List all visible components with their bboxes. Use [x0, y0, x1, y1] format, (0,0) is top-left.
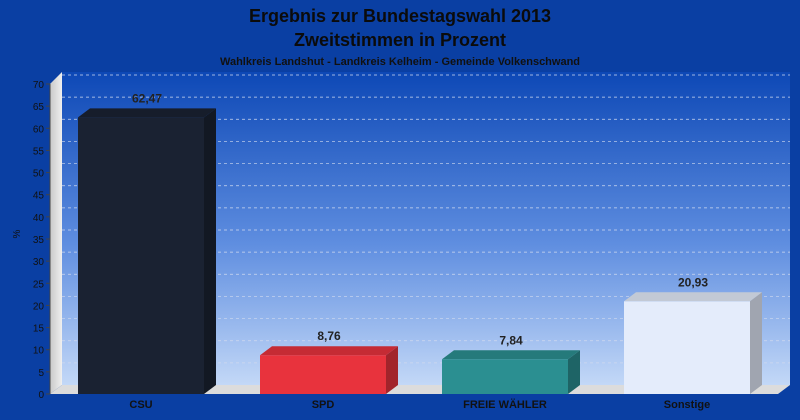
bar-top [442, 350, 580, 360]
y-axis-label: % [12, 229, 23, 238]
x-tick-label: SPD [312, 399, 335, 411]
y-tick-label: 65 [33, 102, 45, 113]
bar-front [442, 359, 568, 394]
y-tick-label: 30 [33, 257, 45, 268]
y-axis: 0 5 10 15 20 25 30 35 40 45 50 55 60 65 70 [33, 80, 50, 401]
y-tick-label: 50 [33, 169, 45, 180]
data-label: 7,84 [499, 333, 523, 347]
y-tick-label: 40 [33, 213, 45, 224]
data-label: 8,76 [317, 329, 341, 343]
bar-side [386, 346, 398, 394]
bar-sonstige: 20,93 [624, 275, 762, 394]
x-tick-label: Sonstige [664, 399, 710, 411]
chart-subtitle: Wahlkreis Landshut - Landkreis Kelheim -… [220, 56, 580, 68]
y-tick-label: 45 [33, 191, 45, 202]
bar-side [750, 292, 762, 394]
bar-front [624, 301, 750, 394]
bar-spd: 8,76 [260, 329, 398, 394]
bar-top [624, 292, 762, 302]
y-tick-label: 20 [33, 301, 45, 312]
floor [50, 385, 790, 394]
bar-side [204, 108, 216, 395]
bars: 62,47 CSU 8,76 SPD 7,84 FREIE WÄHLER 20,93 Sons… [78, 91, 762, 411]
x-tick-label: CSU [129, 399, 152, 411]
chart-title: Ergebnis zur Bundestagswahl 2013 [249, 6, 551, 26]
y-tick-label: 35 [33, 235, 45, 246]
bar-side [568, 350, 580, 394]
y-tick-label: 0 [38, 390, 44, 401]
bar-front [78, 117, 204, 395]
y-tick-label: 60 [33, 124, 45, 135]
y-tick-label: 25 [33, 279, 45, 290]
bar-csu: 62,47 [78, 91, 216, 395]
bar-top [260, 346, 398, 356]
y-tick-label: 5 [38, 368, 44, 379]
x-tick-label: FREIE WÄHLER [463, 398, 547, 411]
bar-top [78, 108, 216, 118]
y-tick-label: 15 [33, 324, 45, 335]
bar-freie-w-hler: 7,84 [442, 333, 580, 394]
chart-title-line2: Zweitstimmen in Prozent [294, 30, 506, 50]
y-tick-label: 55 [33, 146, 45, 157]
data-label: 20,93 [678, 275, 708, 289]
bar-front [260, 355, 386, 394]
left-wall [50, 72, 62, 394]
y-tick-label: 10 [33, 346, 45, 357]
data-label: 62,47 [132, 91, 162, 105]
y-tick-label: 70 [33, 80, 45, 91]
